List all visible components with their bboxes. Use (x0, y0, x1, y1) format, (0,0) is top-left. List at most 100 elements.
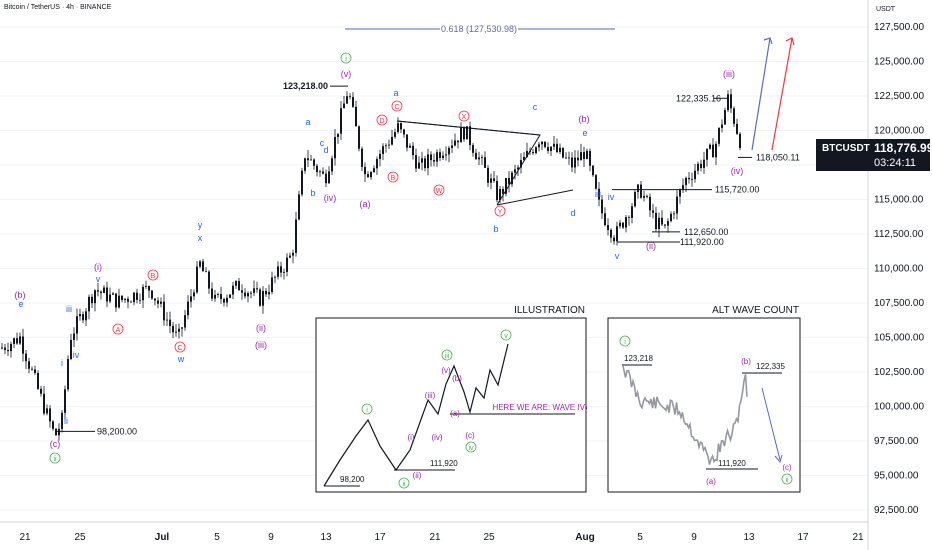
candle-body (496, 180, 498, 201)
candle-body (634, 191, 636, 207)
candle-body (253, 288, 255, 293)
candle-body (715, 143, 717, 158)
candle-body (526, 151, 528, 157)
wave-label: (c) (50, 439, 61, 449)
y-tick-label: 127,500.00 (874, 22, 924, 33)
wave-label: iii (445, 353, 450, 360)
illustration-title: ILLUSTRATION (514, 305, 585, 316)
candle-body (136, 292, 138, 300)
wave-label: i (345, 56, 347, 63)
candle-body (244, 292, 246, 297)
candle-body (355, 106, 357, 127)
arrow-head (763, 37, 773, 45)
y-tick-label: 125,000.00 (874, 57, 924, 68)
arrow-head (785, 37, 795, 46)
wave-circle (112, 323, 124, 335)
candle-body (151, 290, 153, 299)
wave-label: ii (53, 456, 57, 463)
candle-body (133, 292, 135, 303)
wave-label: ii (785, 477, 789, 484)
candle-body (613, 237, 615, 242)
candle-body (241, 290, 243, 293)
wave-label: a (305, 117, 310, 127)
x-tick-label: 5 (214, 532, 220, 543)
candle-body (724, 110, 726, 125)
candle-body (604, 213, 606, 226)
candle-body (154, 298, 156, 301)
y-tick-label: 92,500.00 (874, 505, 919, 516)
candle-body (346, 96, 348, 104)
wave-circle (458, 110, 470, 122)
candle-body (505, 177, 507, 194)
candle-body (139, 299, 141, 301)
candle-body (163, 301, 165, 321)
candle-body (595, 175, 597, 189)
candle-body (364, 166, 366, 175)
wave-label: (v) (341, 69, 352, 79)
candle-body (709, 144, 711, 149)
candle-body (217, 294, 219, 295)
candle-body (676, 196, 678, 214)
wave-label: y (198, 220, 203, 230)
wave-label: Y (498, 209, 503, 216)
level-label: 112,650.00 (684, 227, 728, 237)
candle-body (103, 287, 105, 293)
x-tick-label: 17 (797, 532, 809, 543)
wave-label: (ii) (646, 241, 656, 251)
wave-label: c (320, 138, 325, 148)
candle-body (730, 94, 732, 109)
candle-body (388, 144, 390, 146)
candle-body (49, 408, 51, 422)
level-label: 118,050.11 (756, 152, 800, 162)
candle-body (190, 296, 192, 302)
candle-body (445, 154, 447, 156)
candle-body (652, 210, 654, 213)
wave-label: e (18, 299, 23, 309)
candle-body (31, 368, 33, 370)
candle-body (340, 108, 342, 134)
y-tick-label: 105,000.00 (874, 333, 924, 344)
current-price-badge[interactable]: BTCUSDT 118,776.99 03:24:11 (816, 139, 932, 171)
wave-label: D (379, 118, 384, 125)
candle-body (541, 141, 543, 145)
x-tick-label: 17 (374, 532, 386, 543)
candle-body (265, 291, 267, 295)
candle-body (91, 296, 93, 304)
candle-body (658, 217, 660, 230)
candle-body (580, 152, 582, 161)
candle-body (121, 295, 123, 300)
candle-body (568, 157, 570, 159)
candle-body (673, 213, 675, 215)
wave-label: W (436, 188, 443, 195)
wave-label: e (582, 128, 587, 138)
wave-circle (398, 477, 410, 489)
candle-body (1, 347, 3, 349)
candle-body (58, 428, 60, 436)
candle-body (367, 174, 369, 178)
wave-label: (c) (465, 431, 475, 440)
candle-body (301, 170, 303, 195)
candle-body (736, 123, 738, 134)
candle-body (472, 145, 474, 153)
candle-body (523, 156, 525, 161)
fib-label: 0.618 (127,530.98) (441, 24, 517, 34)
level-label: 111,920.00 (680, 237, 724, 247)
candle-body (214, 294, 216, 299)
candle-body (661, 217, 663, 225)
candle-body (274, 276, 276, 278)
candle-body (649, 196, 651, 211)
candle-body (94, 290, 96, 304)
wave-label: (b) (15, 290, 26, 300)
candle-body (508, 177, 510, 185)
candle-body (67, 359, 69, 390)
wave-label: c (533, 102, 538, 112)
wave-label: (b) (452, 374, 462, 383)
candle-body (205, 271, 207, 273)
candle-body (82, 314, 84, 321)
candle-body (295, 219, 297, 253)
wave-circle (781, 473, 793, 485)
candle-body (76, 316, 78, 334)
candle-body (283, 271, 285, 273)
candle-body (28, 361, 30, 369)
